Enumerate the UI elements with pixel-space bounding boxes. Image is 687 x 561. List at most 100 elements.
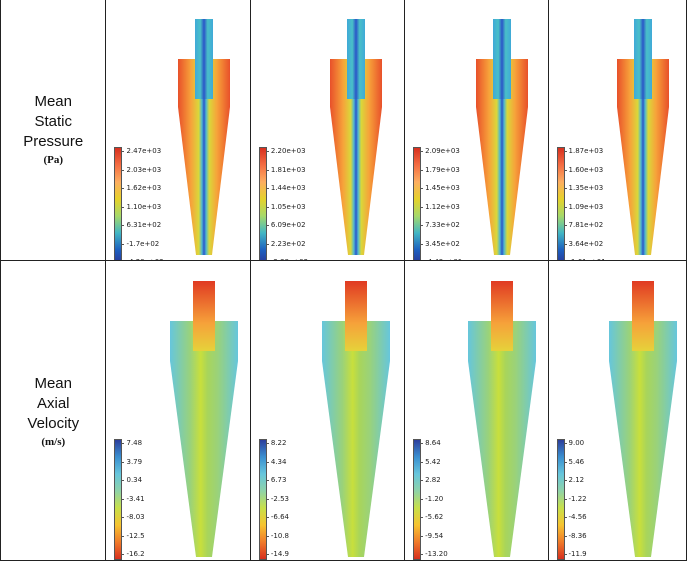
- row-label-line: Static: [34, 112, 72, 130]
- legend-tick-label: 2.82: [420, 476, 441, 484]
- legend-tick-label: -4.43e+01: [425, 258, 462, 260]
- vortex-finder: [193, 281, 216, 351]
- vortex-finder: [346, 19, 365, 99]
- panel-pressure-1: 2.47e+03 2.03e+03 1.62e+03 1.10e+03 6.31e+02…: [105, 0, 251, 261]
- row-label-line: Pressure: [23, 132, 84, 150]
- row-unit: (m/s): [41, 435, 66, 448]
- legend-colour-bar: [413, 439, 422, 560]
- legend-tick-label: 8.64: [420, 439, 441, 447]
- legend-tick-label: 1.05e+03: [265, 202, 306, 211]
- legend-tick-label: 2.20e+03: [265, 147, 306, 155]
- legend-tick-label: 6.09e+02: [265, 221, 306, 229]
- vortex-finder: [344, 281, 367, 351]
- vortex-finder: [633, 19, 652, 99]
- legend-tick-label: 1.81e+03: [265, 165, 306, 174]
- legend-tick-label: 1.44e+03: [265, 184, 306, 192]
- legend-tick-label: -11.9: [563, 550, 587, 558]
- cyclone-body: [616, 59, 669, 255]
- cyclone-body: [468, 321, 537, 557]
- vortex-finder: [491, 281, 514, 351]
- legend-tick-label: -13.20: [420, 550, 448, 558]
- legend-tick-label: 8.22: [265, 439, 287, 447]
- cyclone-contour-plot: [468, 281, 537, 557]
- legend-colour-bar: [258, 439, 267, 560]
- legend-tick-label: 7.48: [121, 439, 143, 447]
- cyclone-body: [329, 59, 382, 255]
- legend-tick-label: -3.41: [121, 494, 145, 503]
- cyclone-contour-plot: [329, 19, 382, 255]
- legend-colour-bar: [556, 147, 565, 260]
- cyclone-contour-plot: [476, 19, 529, 255]
- row-mean-axial-velocity: Mean Axial Velocity (m/s) 7.48 3.79 0.34 -3…: [0, 260, 687, 561]
- row-label-line: Velocity: [27, 414, 80, 432]
- legend-tick-label: -12.5: [121, 531, 145, 540]
- legend-tick-label: -6.64: [265, 513, 289, 521]
- cyclone-body: [170, 321, 239, 557]
- legend-tick-label: 1.35e+03: [563, 184, 604, 192]
- legend-tick-label: 1.87e+03: [563, 147, 604, 155]
- legend-tick-label: 3.64e+02: [563, 239, 604, 248]
- panel-axial-3: 8.64 5.42 2.82 -1.20 -5.62 -9.54 -13.20: [404, 260, 549, 561]
- cyclone-body: [608, 321, 677, 557]
- legend-tick-label: -2.53: [265, 494, 289, 503]
- cyclone-body: [476, 59, 529, 255]
- legend-tick-label: 6.73: [265, 476, 287, 484]
- legend-colour-bar: [114, 147, 123, 260]
- cyclone-body: [178, 59, 231, 255]
- cyclone-body: [321, 321, 390, 557]
- legend-tick-label: -1.61e+01: [569, 258, 606, 260]
- legend-tick-label: 2.47e+03: [121, 147, 162, 155]
- legend-tick-label: 1.60e+03: [563, 165, 604, 174]
- legend-colour-bar: [258, 147, 267, 260]
- vortex-finder: [631, 281, 654, 351]
- legend-tick-label: 6.31e+02: [121, 221, 162, 229]
- vortex-finder: [493, 19, 512, 99]
- legend-colour-bar: [556, 439, 565, 560]
- panel-pressure-2: 2.20e+03 1.81e+03 1.44e+03 1.05e+03 6.09e+02…: [249, 0, 406, 261]
- legend-tick-label: 3.79: [121, 457, 143, 466]
- legend-tick-label: 1.10e+03: [121, 202, 162, 211]
- panel-pressure-4: 1.87e+03 1.60e+03 1.35e+03 1.09e+03 7.81e+02…: [547, 0, 687, 261]
- legend-colour-bar: [114, 439, 123, 560]
- legend-tick-label: -16.2: [121, 550, 145, 558]
- row-mean-static-pressure: Mean Static Pressure (Pa) 2.47e+03 2.03e+…: [0, 0, 687, 261]
- legend-tick-label: 7.33e+02: [420, 221, 460, 229]
- legend-tick-label: 1.79e+03: [420, 165, 460, 174]
- legend-tick-label: 0.34: [121, 476, 143, 484]
- panel-pressure-3: 2.09e+03 1.79e+03 1.45e+03 1.12e+03 7.33e+02…: [404, 0, 549, 261]
- legend-tick-label: -1.7e+02: [121, 239, 160, 248]
- legend-tick-label: 9.00: [563, 439, 585, 447]
- legend-tick-label: 2.23e+02: [265, 239, 306, 248]
- legend-tick-label: 4.34: [265, 457, 287, 466]
- legend-tick-label: -8.03: [121, 513, 145, 521]
- row-label-line: Axial: [36, 394, 70, 412]
- cyclone-contour-plot: [321, 281, 390, 557]
- panel-axial-2: 8.22 4.34 6.73 -2.53 -6.64 -10.8 -14.9: [249, 260, 406, 561]
- legend-tick-label: 2.12: [563, 476, 585, 484]
- row-label-line: Mean: [34, 374, 72, 392]
- row-label-axial: Mean Axial Velocity (m/s): [0, 260, 107, 561]
- panel-axial-1: 7.48 3.79 0.34 -3.41 -8.03 -12.5 -16.2: [105, 260, 251, 561]
- cyclone-contour-plot: [170, 281, 239, 557]
- row-label-pressure: Mean Static Pressure (Pa): [0, 0, 107, 261]
- legend-tick-label: -1.22: [563, 494, 587, 503]
- row-unit: (Pa): [43, 153, 64, 166]
- legend-tick-label: -1.20: [420, 494, 444, 503]
- legend-tick-label: -10.8: [265, 531, 289, 540]
- vortex-finder: [195, 19, 214, 99]
- cyclone-contour-plot: [178, 19, 231, 255]
- panel-axial-4: 9.00 5.46 2.12 -1.22 -4.56 -8.36 -11.9: [547, 260, 687, 561]
- legend-colour-bar: [413, 147, 422, 260]
- legend-tick-label: 2.09e+03: [420, 147, 460, 155]
- legend-tick-label: -9.54: [420, 531, 444, 540]
- legend-tick-label: -4.56: [563, 513, 587, 521]
- legend-tick-label: 1.62e+03: [121, 184, 162, 192]
- legend-tick-label: -5.62: [420, 513, 444, 521]
- legend-tick-label: -4.20e+02: [126, 258, 163, 260]
- legend-tick-label: 5.46: [563, 457, 585, 466]
- legend-tick-label: 1.12e+03: [420, 202, 460, 211]
- legend-tick-label: 5.42: [420, 457, 441, 466]
- legend-tick-label: -8.36: [563, 531, 587, 540]
